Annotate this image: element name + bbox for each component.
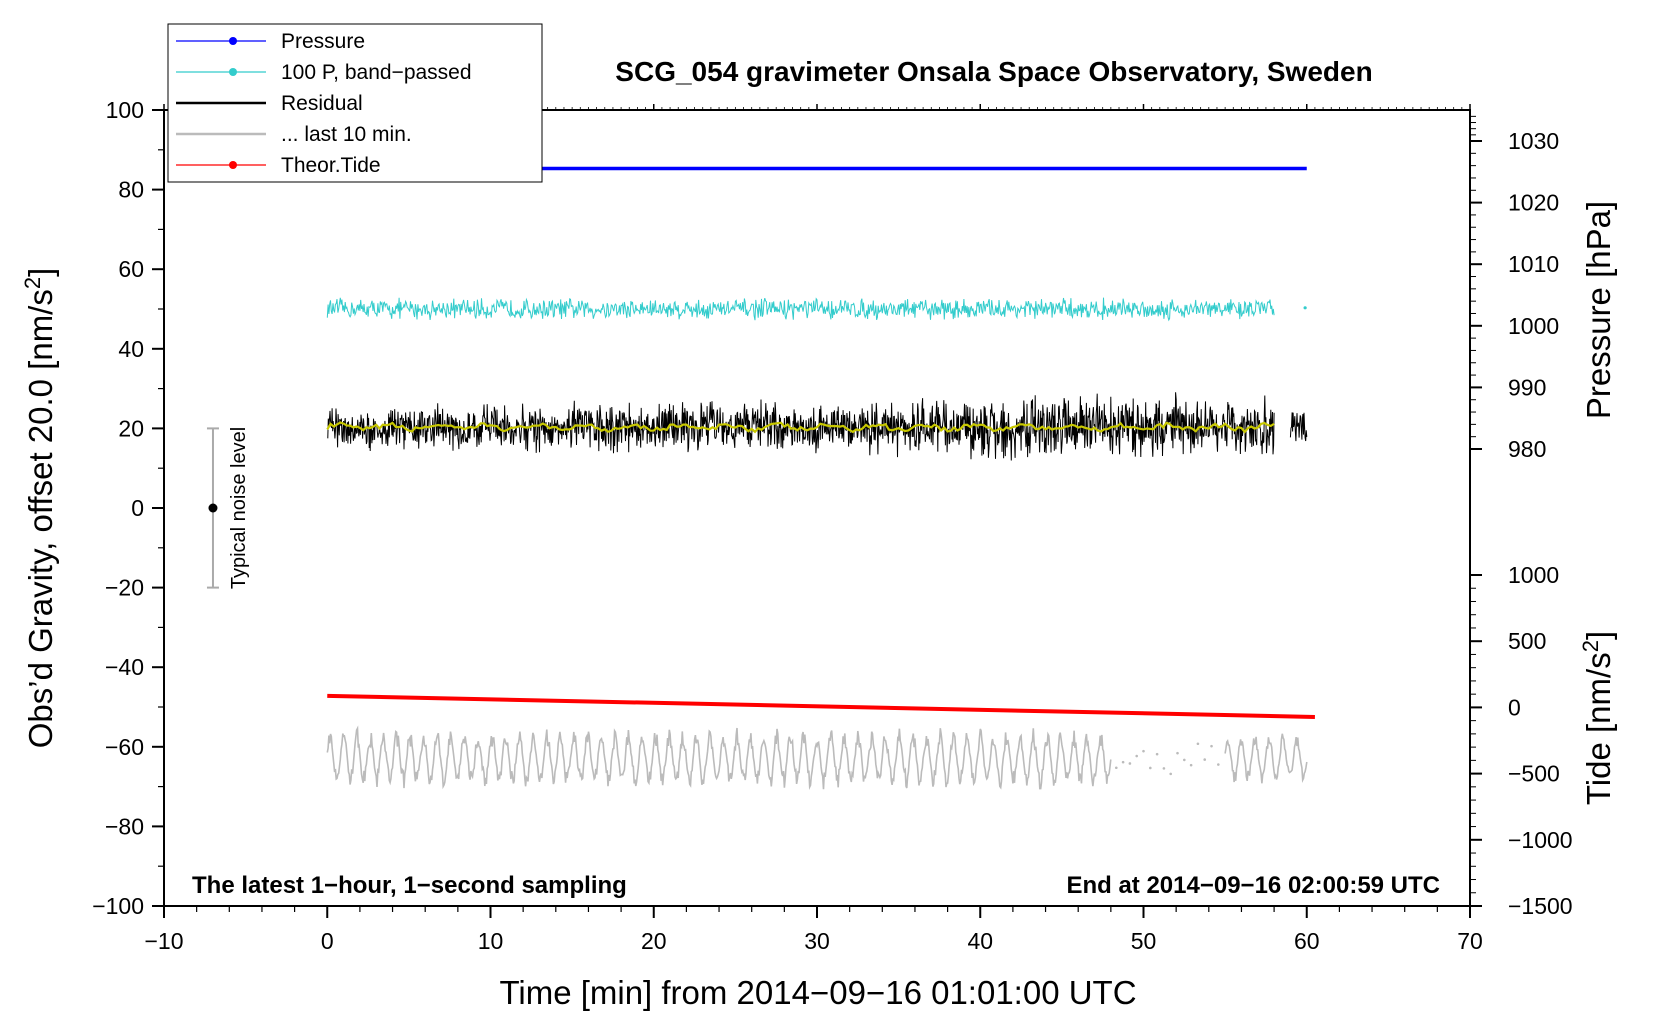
chart-title: SCG_054 gravimeter Onsala Space Observat… — [615, 56, 1372, 87]
y-tick-label: −60 — [105, 734, 144, 760]
y-axis-pressure: 1030 1020 1010 1000 990 980 — [1470, 115, 1559, 462]
tide-tick-label: −1500 — [1508, 893, 1573, 919]
tide-axis-label-end: ] — [1580, 631, 1617, 640]
y-axis-label-sup: 2 — [20, 277, 45, 289]
y-axis-tide: 1000 500 0 −500 −1000 −1500 — [1470, 562, 1573, 919]
noise-bar-center — [208, 503, 218, 513]
pressure-axis-label: Pressure [hPa] — [1580, 201, 1617, 419]
footer-left: The latest 1−hour, 1−second sampling — [192, 872, 627, 899]
noise-level-indicator: Typical noise level — [206, 427, 250, 589]
x-tick-label: 30 — [804, 928, 830, 954]
last-10-min-sparse-point — [1189, 763, 1193, 767]
x-tick-label: 70 — [1457, 928, 1483, 954]
y-axis-label-end: ] — [22, 268, 59, 277]
y-tick-label: −20 — [105, 575, 144, 601]
y-tick-label: 0 — [131, 495, 144, 521]
last-10-min-sparse-point — [1155, 752, 1159, 756]
pressure-tick-label: 1010 — [1508, 251, 1559, 277]
x-tick-label: 60 — [1294, 928, 1320, 954]
residual-series — [327, 392, 1275, 461]
legend-label: 100 P, band−passed — [281, 61, 472, 84]
pressure-tick-label: 980 — [1508, 436, 1546, 462]
pressure-tick-label: 1030 — [1508, 128, 1559, 154]
y-axis-label: Obs’d Gravity, offset 20.0 [nm/s2] — [20, 268, 60, 749]
last-10-min-sparse-point — [1203, 758, 1207, 761]
last-10-min-sparse-point — [1121, 760, 1125, 764]
last-10-min-sparse-point — [1169, 772, 1173, 776]
legend-label: Theor.Tide — [281, 154, 381, 177]
tide-axis-label-sup: 2 — [1578, 640, 1603, 652]
y-tick-label: 20 — [118, 415, 144, 441]
legend: Pressure 100 P, band−passed Residual ... la… — [167, 23, 543, 183]
bandpassed-pressure-tail — [1303, 306, 1307, 310]
x-tick-label: 0 — [321, 928, 334, 954]
last-10-min-sparse-point — [1128, 762, 1132, 765]
y-axis-left: 100 80 60 40 20 0 −20 −40 −60 −80 −100 — [92, 97, 164, 919]
last-10-min-sparse-point — [1149, 766, 1152, 770]
tide-axis-label: Tide [nm/s2] — [1578, 631, 1618, 805]
last-10-min-sparse-point — [1162, 767, 1166, 770]
tide-tick-label: 500 — [1508, 628, 1546, 654]
last-10-min-sparse-point — [1176, 751, 1179, 755]
last-10-min-sparse-point — [1114, 766, 1118, 770]
last-10-min-sparse-point — [1217, 763, 1220, 766]
last-10-min-sparse-point — [1210, 744, 1213, 748]
footer-right: End at 2014−09−16 02:00:59 UTC — [1066, 872, 1440, 899]
y-axis-label-main: Obs’d Gravity, offset 20.0 [nm/s — [22, 289, 59, 748]
plot-frame — [163, 109, 1471, 907]
tide-tick-label: 1000 — [1508, 562, 1559, 588]
residual-smoothed-series — [326, 421, 1275, 434]
pressure-tick-label: 1020 — [1508, 190, 1559, 216]
y-tick-label: 100 — [106, 97, 144, 123]
tide-axis-label-main: Tide [nm/s — [1580, 652, 1617, 805]
x-tick-label: 50 — [1131, 928, 1157, 954]
legend-label: ... last 10 min. — [281, 123, 412, 146]
x-tick-label: −10 — [144, 928, 183, 954]
residual-series-tail — [1289, 412, 1308, 442]
tide-tick-label: −1000 — [1508, 827, 1573, 853]
last-10-min-sparse-point — [1135, 754, 1138, 758]
x-axis: −10 0 10 20 30 40 50 60 70 — [144, 104, 1483, 954]
pressure-tick-label: 1000 — [1508, 313, 1559, 339]
y-tick-label: −100 — [92, 893, 144, 919]
y-tick-label: 60 — [118, 256, 144, 282]
series-layer — [326, 166, 1315, 790]
bandpassed-pressure-series — [326, 297, 1275, 322]
tide-tick-label: −500 — [1508, 761, 1560, 787]
y-tick-label: −40 — [105, 654, 144, 680]
pressure-tick-label: 990 — [1508, 374, 1546, 400]
legend-marker — [229, 37, 237, 45]
x-tick-label: 20 — [641, 928, 667, 954]
y-tick-label: 40 — [118, 336, 144, 362]
last-10-min-sparse-point — [1183, 758, 1186, 762]
legend-marker — [229, 161, 237, 169]
last-10-min-series-tail — [1224, 733, 1308, 784]
y-tick-label: 80 — [118, 177, 144, 203]
x-axis-label: Time [min] from 2014−09−16 01:01:00 UTC — [499, 974, 1136, 1011]
theoretical-tide-series — [327, 693, 1315, 719]
legend-label: Pressure — [281, 30, 365, 53]
y-tick-label: −80 — [105, 813, 144, 839]
tide-tick-label: 0 — [1508, 694, 1521, 720]
noise-bar-label: Typical noise level — [228, 427, 250, 589]
last-10-min-sparse-point — [1142, 749, 1145, 753]
legend-label: Residual — [281, 92, 363, 115]
legend-marker — [229, 68, 237, 76]
x-tick-label: 40 — [967, 928, 993, 954]
last-10-min-sparse-point — [1196, 742, 1200, 746]
last-10-min-series — [326, 725, 1112, 790]
x-tick-label: 10 — [478, 928, 504, 954]
